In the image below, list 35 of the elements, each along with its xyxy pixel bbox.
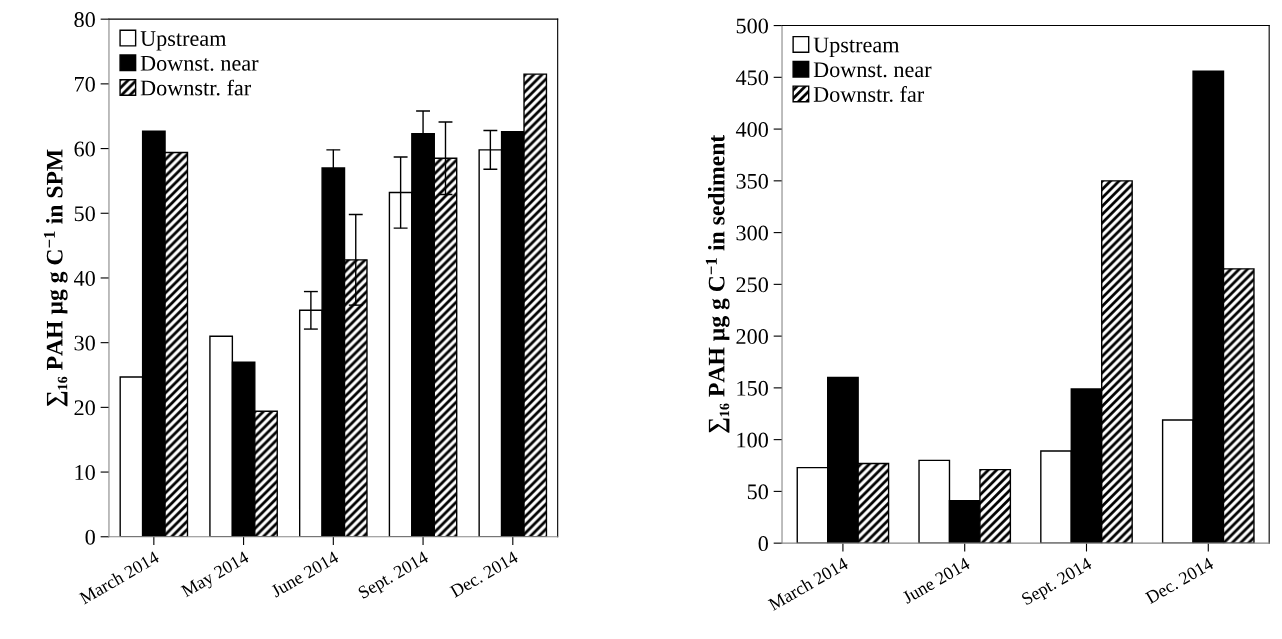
y-tick-label: 500 <box>736 18 768 34</box>
y-tick-label: 0 <box>85 529 95 545</box>
y-tick-label: 50 <box>74 206 95 222</box>
y-tick-label: 350 <box>736 173 768 189</box>
y-tick-label: 200 <box>736 329 768 345</box>
y-tick-label: 250 <box>736 277 768 293</box>
y-tick-label: 70 <box>75 76 95 92</box>
legend-label: Downst. near <box>813 62 932 78</box>
y-tick-label: 150 <box>737 380 768 396</box>
legend-label: Downstr. far <box>140 79 251 96</box>
y-axis-title: ∑₁₆ PAH µg g C$^{−1}$ in sediment <box>705 134 730 433</box>
y-tick-label: 10 <box>75 464 95 480</box>
x-tick-label: Dec. 2014 <box>449 550 519 598</box>
y-tick-label: 400 <box>735 122 768 138</box>
y-tick-label: 100 <box>737 432 768 448</box>
y-axis-title: ∑₁₆ PAH µg g C$^{−1}$ in SPM <box>43 149 68 407</box>
x-tick-label: June 2014 <box>901 556 971 605</box>
legend-label: Upstream <box>140 31 227 51</box>
legend-label: Downstr. far <box>813 86 925 103</box>
x-tick-label: June 2014 <box>270 550 340 598</box>
y-tick-label: 40 <box>73 270 95 286</box>
y-tick-label: 30 <box>74 335 95 351</box>
y-tick-label: 450 <box>735 70 768 86</box>
y-tick-label: 20 <box>74 400 95 416</box>
y-tick-label: 300 <box>736 225 768 241</box>
legend-label: Downst. near <box>140 56 259 71</box>
x-tick-label: Sept. 2014 <box>1020 556 1095 609</box>
x-tick-label: May 2014 <box>180 550 252 601</box>
y-tick-label: 80 <box>74 12 95 28</box>
y-tick-label: 60 <box>74 141 95 157</box>
y-tick-label: 50 <box>747 484 768 500</box>
legend-label: Upstream <box>813 37 900 57</box>
y-tick-label: 0 <box>758 536 768 552</box>
x-tick-label: Sept. 2014 <box>357 550 431 603</box>
x-tick-label: Dec. 2014 <box>1144 556 1215 605</box>
